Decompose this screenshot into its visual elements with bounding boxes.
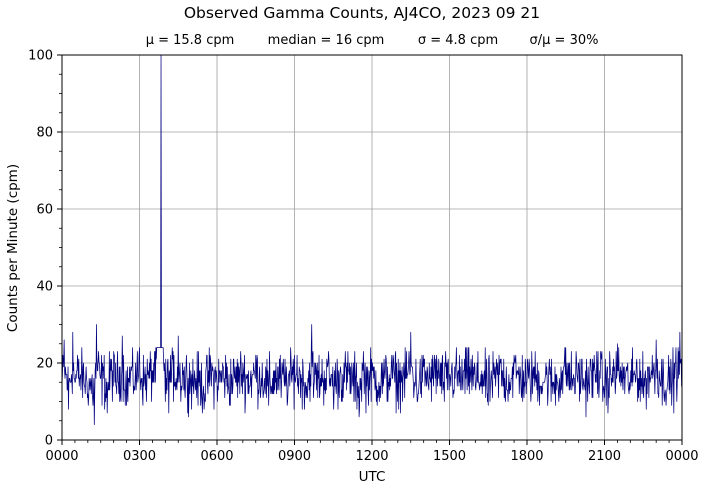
x-tick-label-0: 0000 bbox=[45, 449, 78, 464]
y-axis-label: Counts per Minute (cpm) bbox=[5, 164, 21, 332]
grid-lines bbox=[61, 54, 683, 441]
series-layer bbox=[61, 54, 683, 425]
stat-sigma: σ = 4.8 cpm bbox=[418, 33, 498, 48]
y-tick-label-2: 40 bbox=[36, 280, 53, 295]
y-tick-label-0: 0 bbox=[45, 434, 53, 449]
series-line-0 bbox=[61, 54, 683, 425]
stat-cv: σ/μ = 30% bbox=[530, 33, 599, 48]
chart-title: Observed Gamma Counts, AJ4CO, 2023 09 21 bbox=[184, 4, 540, 22]
axis-ticks: 0000 0300 0600 0900 1200 1500 1800 2100 00000204… bbox=[28, 49, 698, 465]
stat-median: median = 16 cpm bbox=[268, 33, 385, 48]
y-tick-label-1: 20 bbox=[36, 357, 53, 372]
x-axis-label: UTC bbox=[359, 469, 386, 485]
x-tick-label-7: 2100 bbox=[588, 449, 621, 464]
y-tick-label-4: 80 bbox=[36, 126, 53, 141]
x-tick-label-3: 0900 bbox=[278, 449, 311, 464]
x-tick-label-5: 1500 bbox=[433, 449, 466, 464]
x-tick-label-6: 1800 bbox=[510, 449, 543, 464]
x-tick-label-4: 1200 bbox=[355, 449, 388, 464]
y-tick-label-3: 60 bbox=[36, 203, 53, 218]
x-tick-label-2: 0600 bbox=[200, 449, 233, 464]
y-tick-label-5: 100 bbox=[28, 49, 53, 64]
stat-mean: μ = 15.8 cpm bbox=[146, 33, 235, 48]
x-tick-label-1: 0300 bbox=[123, 449, 156, 464]
x-tick-label-8: 0000 bbox=[665, 449, 698, 464]
